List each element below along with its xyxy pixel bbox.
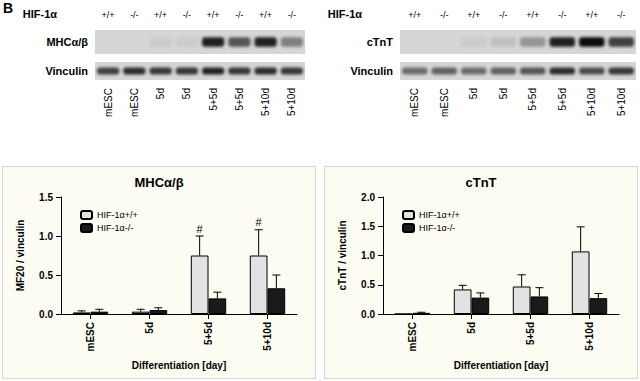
svg-text:+/+: +/+ (408, 10, 421, 20)
svg-text:5+5d: 5+5d (527, 88, 538, 111)
svg-text:+/+: +/+ (207, 10, 220, 20)
svg-text:MF20 / vinculin: MF20 / vinculin (15, 220, 26, 292)
svg-text:+/+: +/+ (585, 10, 598, 20)
svg-text:Differentiation [day]: Differentiation [day] (454, 360, 548, 371)
svg-text:mESC: mESC (103, 88, 114, 117)
svg-text:#: # (256, 216, 263, 228)
svg-text:cTnT: cTnT (465, 175, 496, 190)
svg-text:5d: 5d (466, 322, 477, 334)
svg-text:5+5d: 5+5d (525, 322, 536, 345)
svg-text:HIF-1α: HIF-1α (328, 8, 363, 20)
svg-text:5d: 5d (498, 88, 509, 99)
svg-text:0.0: 0.0 (361, 309, 375, 320)
svg-text:2.0: 2.0 (361, 192, 375, 203)
svg-text:Vinculin: Vinculin (45, 65, 88, 77)
svg-text:+/+: +/+ (102, 10, 115, 20)
svg-text:B: B (3, 0, 13, 16)
svg-text:5+5d: 5+5d (557, 88, 568, 111)
svg-text:5+5d: 5+5d (208, 88, 219, 111)
svg-text:-/-: -/- (288, 10, 297, 20)
svg-text:HIF-1α-/-: HIF-1α-/- (97, 223, 133, 233)
svg-text:5+5d: 5+5d (234, 88, 245, 111)
svg-text:-/-: -/- (440, 10, 449, 20)
svg-text:5d: 5d (181, 88, 192, 99)
svg-text:-/-: -/- (130, 10, 139, 20)
svg-text:1.0: 1.0 (361, 250, 375, 261)
svg-text:5+10d: 5+10d (286, 88, 297, 116)
svg-text:cTnT / vinculin: cTnT / vinculin (337, 220, 348, 290)
svg-text:+/+: +/+ (526, 10, 539, 20)
svg-text:HIF-1α+/+: HIF-1α+/+ (97, 210, 138, 220)
svg-text:#: # (197, 223, 204, 235)
svg-text:MHCα/β: MHCα/β (46, 36, 88, 48)
svg-text:0.5: 0.5 (361, 279, 375, 290)
svg-text:-/-: -/- (617, 10, 626, 20)
svg-text:5+10d: 5+10d (260, 88, 271, 116)
svg-text:5d: 5d (468, 88, 479, 99)
svg-text:-/-: -/- (558, 10, 567, 20)
svg-text:HIF-1α: HIF-1α (23, 8, 58, 20)
svg-text:5+10d: 5+10d (262, 322, 273, 351)
svg-text:5+10d: 5+10d (586, 88, 597, 116)
svg-text:mESC: mESC (129, 88, 140, 117)
svg-text:cTnT: cTnT (367, 36, 394, 48)
svg-text:mESC: mESC (85, 322, 96, 351)
svg-text:mESC: mESC (409, 88, 420, 117)
svg-text:-/-: -/- (235, 10, 244, 20)
svg-text:5d: 5d (144, 322, 155, 334)
svg-text:+/+: +/+ (154, 10, 167, 20)
svg-text:1.5: 1.5 (39, 192, 53, 203)
svg-text:0.0: 0.0 (39, 309, 53, 320)
svg-text:Vinculin: Vinculin (350, 65, 393, 77)
svg-text:0.5: 0.5 (39, 270, 53, 281)
svg-text:5+10d: 5+10d (584, 322, 595, 351)
svg-text:mESC: mESC (407, 322, 418, 351)
svg-text:-/-: -/- (183, 10, 192, 20)
svg-text:+/+: +/+ (467, 10, 480, 20)
svg-text:HIF-1α-/-: HIF-1α-/- (419, 223, 455, 233)
svg-text:5+10d: 5+10d (616, 88, 627, 116)
svg-text:5d: 5d (155, 88, 166, 99)
svg-text:HIF-1α+/+: HIF-1α+/+ (419, 210, 460, 220)
svg-text:Differentiation [day]: Differentiation [day] (132, 360, 226, 371)
svg-text:mESC: mESC (439, 88, 450, 117)
svg-text:+/+: +/+ (259, 10, 272, 20)
svg-text:MHCα/β: MHCα/β (134, 175, 183, 190)
svg-text:1.0: 1.0 (39, 231, 53, 242)
svg-text:5+5d: 5+5d (203, 322, 214, 345)
svg-text:-/-: -/- (499, 10, 508, 20)
svg-text:1.5: 1.5 (361, 221, 375, 232)
